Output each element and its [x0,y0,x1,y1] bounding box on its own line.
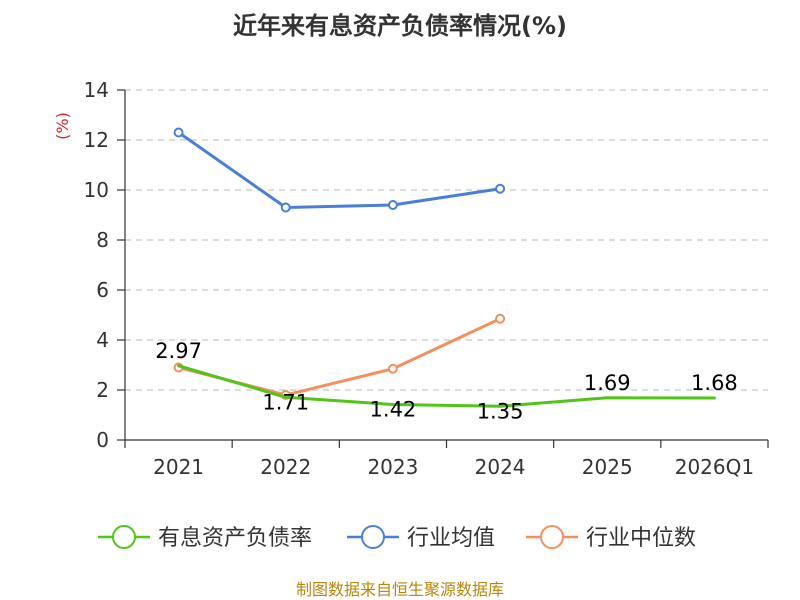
x-tick-label: 2025 [582,455,633,479]
y-tick-label: 14 [84,78,109,102]
y-tick-label: 0 [96,428,109,452]
y-tick-label: 4 [96,328,109,352]
data-label: 1.42 [370,398,417,422]
source-note: 制图数据来自恒生聚源数据库 [296,580,504,599]
series [173,127,716,408]
y-axis-label: (%) [53,112,72,140]
data-labels: 2.97 1.71 1.42 1.35 1.69 1.68 [155,339,738,424]
series-2-point[interactable] [387,363,398,374]
data-label: 1.68 [691,371,738,395]
series-1-point[interactable] [173,127,184,138]
y-tick-label: 10 [84,178,109,202]
series-2-line [177,317,502,397]
legend-marker [540,525,564,549]
legend-label: 行业均值 [407,526,495,551]
x-tick-label: 2022 [260,455,311,479]
x-tick-label: 2023 [367,455,418,479]
series-1-line [177,131,502,209]
legend-item-0[interactable]: 有息资产负债率 [98,525,312,551]
series-1-point[interactable] [495,183,506,194]
series-1-point[interactable] [280,202,291,213]
y-tick-label: 2 [96,378,109,402]
legend-label: 行业中位数 [586,526,696,551]
y-tick-label: 8 [96,228,109,252]
x-tick-label: 2026Q1 [675,455,754,479]
grid [125,89,768,391]
legend-item-1[interactable]: 行业均值 [347,525,495,551]
data-label: 2.97 [155,339,202,363]
legend-label: 有息资产负债率 [158,526,312,551]
legend-marker [361,525,385,549]
data-label: 1.71 [262,390,309,414]
data-label: 1.35 [477,399,524,423]
x-tick-label: 2024 [475,455,526,479]
series-2-point[interactable] [495,313,506,324]
series-0-line [177,364,716,408]
y-tick-label: 6 [96,278,109,302]
series-1-point[interactable] [387,200,398,210]
chart-title: 近年来有息资产负债率情况(%) [233,12,567,40]
legend[interactable]: 有息资产负债率 行业均值 行业中位数 [98,525,696,551]
legend-marker [112,525,136,549]
axes: 0 2 4 6 8 10 12 14 2021 2022 2023 2024 2025 2026Q1 [84,78,769,479]
x-tick-label: 2021 [153,455,204,479]
y-tick-label: 12 [84,128,109,152]
data-label: 1.69 [584,371,631,395]
legend-item-2[interactable]: 行业中位数 [526,525,696,551]
